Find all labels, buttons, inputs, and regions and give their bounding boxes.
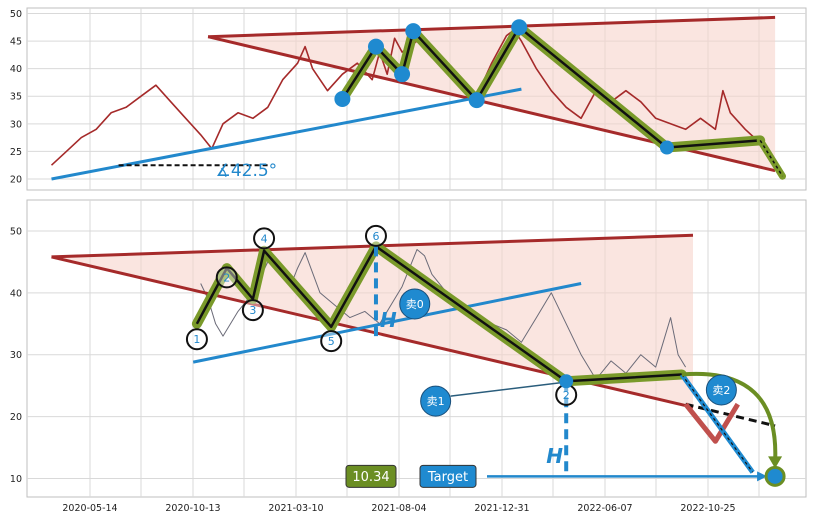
bottom-zigzag-inner	[195, 245, 682, 383]
target-arrowhead	[768, 456, 783, 469]
bottom-panel-frame	[26, 199, 807, 498]
target-marker	[764, 465, 786, 487]
blue-down-move-dotted	[681, 374, 754, 473]
sell-marker-circle	[399, 288, 431, 320]
pattern-label-text: 4	[261, 232, 268, 245]
top-panel: 20 25 30 35 40 45 50 ∡42.5°	[10, 7, 807, 191]
sell-marker-text: 卖2	[712, 384, 730, 397]
sell-marker-text: 卖1	[427, 395, 445, 408]
x-tick-label: 2021-03-10	[268, 503, 323, 514]
pivot-node	[405, 23, 422, 40]
target-price-text: 10.34	[352, 470, 389, 485]
pattern-label-text: 2	[563, 389, 570, 402]
pattern-label-text: 1	[193, 333, 200, 346]
pivot-node	[468, 92, 485, 109]
pattern-label-text: 2	[223, 271, 230, 284]
target-line-arrowhead	[757, 471, 768, 482]
pattern-label-text: 3	[249, 304, 256, 317]
pattern-label-circle	[241, 299, 264, 322]
sell1-pointer-line	[450, 381, 563, 397]
x-tick-label: 2021-12-31	[474, 503, 529, 514]
pattern-label-circle	[185, 328, 208, 351]
x-tick-label: 2021-08-04	[371, 503, 426, 514]
pattern-label-circle	[253, 227, 276, 250]
y-tick-label: 40	[10, 64, 22, 75]
y-tick-label: 30	[10, 119, 22, 130]
y-tick-label: 50	[10, 226, 22, 237]
pattern-label-circle	[364, 224, 387, 247]
y-tick-label: 40	[10, 288, 22, 299]
y-tick-label: 50	[10, 9, 22, 20]
bottom-support-trendline	[192, 282, 582, 364]
y-tick-label: 20	[10, 412, 22, 423]
top-price-series	[50, 29, 761, 166]
pattern-label-circle	[215, 266, 238, 289]
pattern-label-text: 6	[372, 230, 379, 243]
angle-label: ∡42.5°	[216, 161, 278, 181]
zigzag-dotted-end-inner	[759, 140, 784, 177]
y-tick-label: 35	[10, 92, 22, 103]
pattern-label-circle	[320, 330, 343, 353]
bottom-wedge-fill	[51, 235, 693, 408]
h-label-upper: H	[380, 308, 397, 332]
pattern-label-text: 5	[328, 335, 335, 348]
y-tick-label: 45	[10, 37, 22, 48]
top-support-trendline	[51, 87, 522, 181]
sell-marker-circle	[420, 385, 452, 417]
pivot-node	[394, 66, 411, 83]
y-tick-label: 25	[10, 147, 22, 158]
h-label-lower: H	[546, 444, 563, 468]
target-price-box	[345, 464, 397, 488]
pivot-node	[367, 38, 384, 55]
x-tick-label: 2022-06-07	[577, 503, 632, 514]
sell1-pivot-node	[559, 374, 574, 389]
pivot-node	[511, 19, 528, 36]
bottom-panel: 2020-05-14 2020-10-13 2021-03-10 2021-08-04…	[10, 199, 807, 514]
target-curve-arrow	[681, 371, 778, 463]
top-panel-frame	[26, 7, 807, 191]
target-label-text: Target	[427, 470, 468, 485]
target-label-box	[419, 464, 477, 488]
pivot-node	[659, 140, 674, 155]
x-tick-label: 2020-05-14	[62, 503, 117, 514]
x-tick-label: 2022-10-25	[680, 503, 735, 514]
red-down-move	[683, 402, 740, 444]
pivot-node	[334, 91, 351, 107]
top-upper-trendline	[208, 15, 776, 39]
x-tick-label: 2020-10-13	[165, 503, 220, 514]
y-tick-label: 20	[10, 174, 22, 185]
sell-marker-circle	[705, 374, 737, 406]
y-tick-label: 30	[10, 350, 22, 361]
y-tick-label: 10	[10, 474, 22, 485]
sell-marker-text: 卖0	[406, 298, 424, 311]
